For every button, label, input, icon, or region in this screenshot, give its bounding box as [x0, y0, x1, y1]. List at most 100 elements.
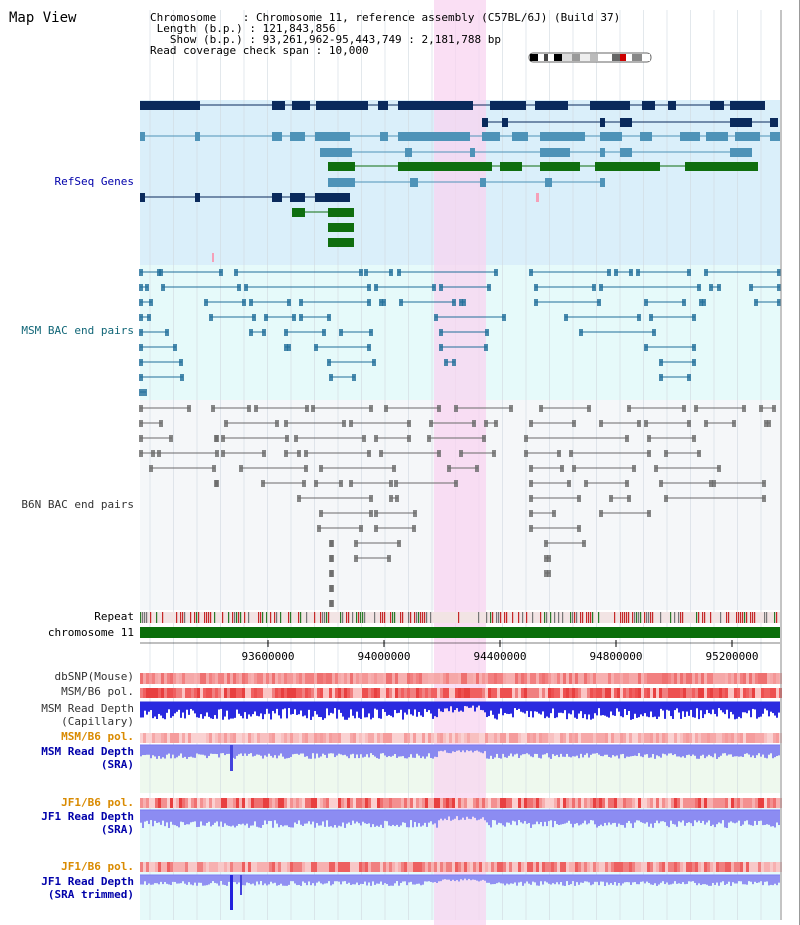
track-label-msm-depth-capillary-1[interactable]: MSM Read Depth — [41, 702, 134, 715]
jf1-sra-depth — [676, 810, 678, 827]
track-label-chromosome: chromosome 11 — [47, 626, 134, 639]
track-label-jf1-b6-pol[interactable]: JF1/B6 pol. — [61, 796, 134, 809]
msm-capillary-depth — [604, 702, 606, 716]
msm-sra-depth — [680, 745, 682, 758]
refseq-gene-exon — [380, 132, 388, 141]
msm-capillary-depth — [652, 702, 654, 718]
msm-capillary-depth — [182, 702, 184, 713]
track-label-msm-b6-pol[interactable]: MSM/B6 pol. — [61, 685, 134, 698]
msm-capillary-depth — [722, 702, 724, 713]
dbsnp-heat — [191, 673, 194, 684]
jf1-b6-pol2-heat — [377, 862, 380, 872]
jf1-sra-depth — [478, 810, 480, 820]
b6n-bac-end — [379, 450, 383, 457]
msm-b6-pol-heat — [626, 688, 629, 698]
msm-b6-pol2-heat — [146, 733, 149, 743]
msm-b6-pol-heat — [740, 688, 743, 698]
dbsnp-heat — [293, 673, 296, 684]
repeat-element — [620, 612, 622, 623]
repeat-element — [248, 612, 250, 623]
jf1-sra-depth — [408, 810, 410, 828]
msm-b6-pol2-heat — [179, 733, 182, 743]
msm-sra-depth — [370, 745, 372, 754]
msm-b6-pol-heat — [656, 688, 659, 698]
jf1-b6-pol2-heat — [497, 862, 500, 872]
dbsnp-heat — [644, 673, 647, 684]
jf1-trimmed-depth — [678, 875, 680, 884]
msm-b6-pol-heat — [374, 688, 377, 698]
jf1-b6-pol-heat — [701, 798, 704, 808]
msm-b6-pol2-heat — [245, 733, 248, 743]
track-label-jf1-depth-trimmed-1[interactable]: JF1 Read Depth — [41, 875, 134, 888]
jf1-sra-depth — [606, 810, 608, 826]
msm-b6-pol2-heat — [404, 733, 407, 743]
jf1-b6-pol-heat — [176, 798, 179, 808]
msm-b6-pol2-heat — [614, 733, 617, 743]
jf1-trimmed-depth — [200, 875, 202, 883]
repeat-element — [382, 612, 384, 623]
track-label-msm-b6-pol-2[interactable]: MSM/B6 pol. — [61, 730, 134, 743]
msm-b6-pol-heat — [251, 688, 254, 698]
msm-b6-pol-heat — [158, 688, 161, 698]
jf1-b6-pol-heat — [491, 798, 494, 808]
jf1-b6-pol2-heat — [518, 862, 521, 872]
msm-capillary-depth — [446, 702, 448, 709]
msm-sra-depth — [604, 745, 606, 755]
track-label-jf1-depth-sra-1[interactable]: JF1 Read Depth — [41, 810, 134, 823]
jf1-sra-depth — [714, 810, 716, 828]
msm-bac-end — [139, 284, 143, 291]
msm-capillary-depth — [402, 702, 404, 720]
jf1-b6-pol-heat — [416, 798, 419, 808]
msm-capillary-depth — [362, 702, 364, 709]
dbsnp-heat — [674, 673, 677, 684]
msm-b6-pol2-heat — [266, 733, 269, 743]
jf1-trimmed-depth — [536, 875, 538, 886]
msm-sra-depth — [656, 745, 658, 756]
jf1-trimmed-depth — [750, 875, 752, 882]
jf1-sra-depth — [430, 810, 432, 822]
b6n-bac-end — [187, 405, 191, 412]
msm-bac-end — [579, 329, 583, 336]
msm-capillary-depth — [640, 702, 642, 715]
msm-b6-pol-heat — [767, 688, 770, 698]
msm-sra-depth — [542, 745, 544, 755]
msm-sra-depth — [348, 745, 350, 759]
msm-b6-pol2-heat — [395, 733, 398, 743]
b6n-bac-end — [342, 420, 346, 427]
jf1-sra-depth — [508, 810, 510, 823]
msm-sra-depth — [594, 745, 596, 754]
msm-sra-depth — [504, 745, 506, 758]
jf1-sra-depth — [688, 810, 690, 823]
refseq-gene-exon — [290, 193, 305, 202]
track-label-refseq[interactable]: RefSeq Genes — [54, 175, 134, 188]
b6n-bac-end — [647, 510, 651, 517]
track-label-b6n-bac[interactable]: B6N BAC end pairs — [21, 498, 134, 511]
msm-b6-pol-heat — [272, 688, 275, 698]
jf1-trimmed-depth — [662, 875, 664, 882]
msm-b6-pol-heat — [713, 688, 716, 698]
jf1-b6-pol2-heat — [296, 862, 299, 872]
track-label-jf1-b6-pol-2[interactable]: JF1/B6 pol. — [61, 860, 134, 873]
msm-capillary-depth — [736, 702, 738, 719]
msm-bac-end — [143, 389, 147, 396]
jf1-sra-depth — [598, 810, 600, 827]
msm-sra-depth — [770, 745, 772, 754]
msm-b6-pol-heat — [425, 688, 428, 698]
track-label-msm-bac[interactable]: MSM BAC end pairs — [21, 324, 134, 337]
dbsnp-heat — [398, 673, 401, 684]
msm-b6-pol2-heat — [749, 733, 752, 743]
jf1-sra-depth — [372, 810, 374, 825]
track-label-dbsnp[interactable]: dbSNP(Mouse) — [54, 670, 134, 683]
jf1-b6-pol2-heat — [761, 862, 764, 872]
repeat-element — [144, 612, 146, 623]
jf1-b6-pol2-heat — [452, 862, 455, 872]
jf1-trimmed-depth — [528, 875, 530, 884]
jf1-trimmed-depth — [730, 875, 732, 886]
msm-b6-pol2-heat — [224, 733, 227, 743]
dbsnp-heat — [155, 673, 158, 684]
msm-b6-pol2-heat — [563, 733, 566, 743]
jf1-b6-pol2-heat — [590, 862, 593, 872]
track-label-msm-depth-sra-1[interactable]: MSM Read Depth — [41, 745, 134, 758]
b6n-bac-end — [494, 420, 498, 427]
